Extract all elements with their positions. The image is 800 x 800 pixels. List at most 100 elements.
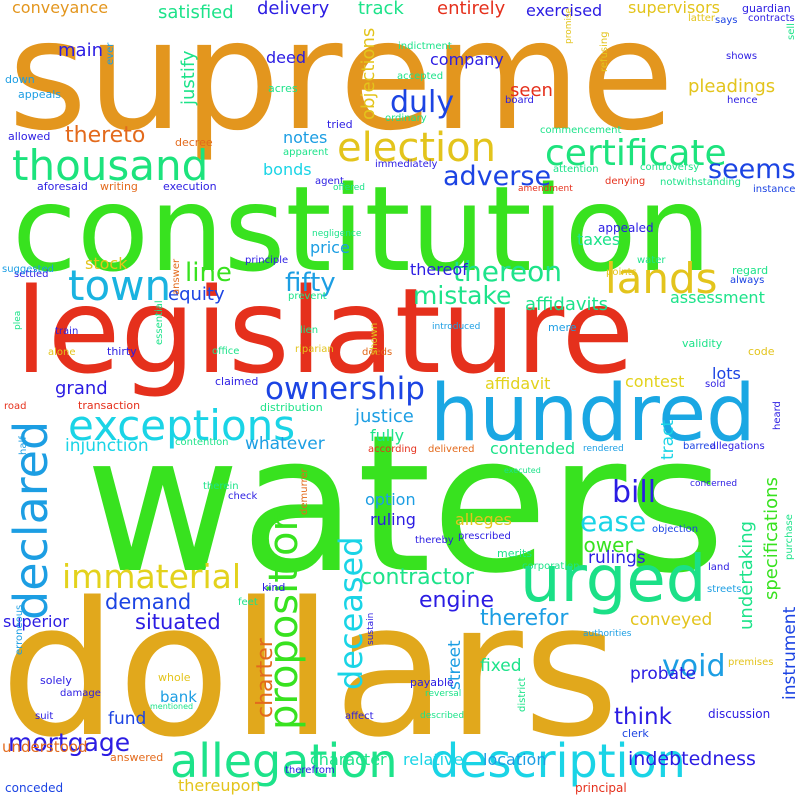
word-guardian: guardian bbox=[742, 2, 791, 15]
word-relative: relative bbox=[403, 750, 464, 769]
word-barred: barred bbox=[683, 441, 716, 452]
word-assessment: assessment bbox=[670, 288, 765, 307]
word-down: down bbox=[5, 73, 35, 86]
word-streets: streets bbox=[707, 584, 742, 595]
word-indebtedness: indebtedness bbox=[628, 748, 756, 770]
word-road: road bbox=[4, 401, 27, 412]
word-immediately: immediately bbox=[375, 159, 438, 170]
word-described: described bbox=[420, 711, 465, 721]
word-injunction: injunction bbox=[65, 436, 149, 456]
word-ownership: ownership bbox=[265, 371, 425, 407]
word-thereof: thereof bbox=[410, 260, 468, 279]
word-taxes: taxes bbox=[577, 230, 621, 249]
word-board: board bbox=[505, 95, 534, 106]
word-supreme: supreme bbox=[8, 0, 675, 164]
word-location: location bbox=[483, 750, 547, 769]
word-check: check bbox=[228, 491, 258, 502]
word-thousand: thousand bbox=[12, 141, 209, 190]
word-dollars: dollars bbox=[0, 562, 620, 778]
word-certificate: certificate bbox=[545, 133, 727, 174]
word-therefor: therefor bbox=[480, 606, 569, 631]
word-thereupon: thereupon bbox=[178, 776, 261, 795]
word-therein: therein bbox=[203, 481, 239, 492]
word-land: land bbox=[708, 562, 730, 573]
word-company: company bbox=[430, 50, 504, 69]
word-mere: mere bbox=[548, 321, 577, 334]
word-deeds: deeds bbox=[362, 347, 393, 358]
word-tried: tried bbox=[327, 118, 353, 131]
word-exercised: exercised bbox=[526, 1, 603, 20]
word-heard: heard bbox=[772, 401, 783, 430]
word-damage: damage bbox=[60, 688, 101, 699]
word-lower: lower bbox=[578, 533, 633, 557]
word-main: main bbox=[58, 40, 103, 61]
word-engine: engine bbox=[419, 588, 495, 613]
word-seen: seen bbox=[510, 80, 553, 101]
word-objection: objection bbox=[652, 524, 699, 535]
word-objections: objections bbox=[358, 27, 379, 120]
word-conveyed: conveyed bbox=[630, 610, 713, 630]
word-rulings: rulings bbox=[588, 548, 646, 568]
word-description: description bbox=[430, 734, 686, 788]
word-price: price bbox=[310, 238, 350, 257]
word-contest: contest bbox=[625, 372, 685, 391]
word-office: office bbox=[212, 346, 240, 357]
word-distribution: distribution bbox=[260, 401, 323, 414]
word-thirty: thirty bbox=[107, 345, 137, 358]
word-indictment: indictment bbox=[398, 41, 452, 52]
word-whole: whole bbox=[158, 671, 191, 684]
word-answer: answer bbox=[171, 258, 182, 295]
word-decree: decree bbox=[175, 136, 213, 149]
word-agent: agent bbox=[315, 176, 344, 187]
word-introduced: introduced bbox=[432, 322, 481, 332]
word-apparent: apparent bbox=[283, 147, 329, 158]
word-merits: merits bbox=[497, 547, 533, 560]
word-justice: justice bbox=[355, 406, 414, 427]
word-hundred: hundred bbox=[430, 369, 756, 459]
word-sold: sold bbox=[705, 379, 726, 390]
word-claimed: claimed bbox=[215, 375, 259, 388]
word-ever: ever bbox=[105, 42, 116, 65]
word-plea: plea bbox=[13, 310, 23, 330]
word-regard: regard bbox=[732, 264, 769, 277]
word-thereby: thereby bbox=[415, 535, 454, 546]
word-bill: bill bbox=[612, 475, 657, 510]
word-execution: execution bbox=[163, 180, 217, 193]
word-hence: hence bbox=[727, 95, 758, 106]
word-affidavits: affidavits bbox=[525, 294, 608, 315]
word-undertaking: undertaking bbox=[736, 520, 757, 630]
word-understood: understood bbox=[2, 738, 88, 756]
word-legislature: legislature bbox=[15, 262, 635, 400]
word-notes: notes bbox=[283, 128, 328, 147]
word-urged: urged bbox=[520, 543, 707, 617]
word-thereon: thereon bbox=[453, 255, 562, 288]
word-demurrer: demurrer bbox=[299, 468, 310, 515]
word-principal: principal bbox=[575, 781, 627, 795]
word-affect: affect bbox=[345, 711, 374, 722]
word-acres: acres bbox=[268, 82, 298, 95]
word-suit: suit bbox=[35, 711, 54, 722]
word-kind: kind bbox=[262, 581, 286, 594]
word-transaction: transaction bbox=[78, 399, 141, 412]
word-ruling: ruling bbox=[370, 510, 416, 529]
word-equity: equity bbox=[168, 284, 225, 305]
word-always: always bbox=[730, 275, 765, 286]
word-thereto: thereto bbox=[65, 123, 146, 148]
word-shows: shows bbox=[726, 51, 758, 62]
word-alone: alone bbox=[48, 347, 76, 358]
word-supervisors: supervisors bbox=[628, 0, 721, 17]
word-void: void bbox=[662, 649, 726, 684]
word-essential: essential bbox=[154, 300, 165, 345]
word-riparian: riparian bbox=[295, 344, 334, 355]
word-justify: justify bbox=[178, 50, 199, 105]
word-settled: settled bbox=[14, 269, 49, 280]
word-prescribed: prescribed bbox=[458, 531, 511, 542]
word-answered: answered bbox=[110, 751, 164, 764]
word-contention: contention bbox=[175, 437, 229, 448]
word-adverse: adverse bbox=[443, 161, 552, 192]
word-seems: seems bbox=[708, 154, 796, 185]
word-appeals: appeals bbox=[18, 88, 62, 101]
word-lien: lien bbox=[300, 325, 319, 336]
word-ease: ease bbox=[580, 505, 647, 538]
word-option: option bbox=[365, 490, 416, 509]
